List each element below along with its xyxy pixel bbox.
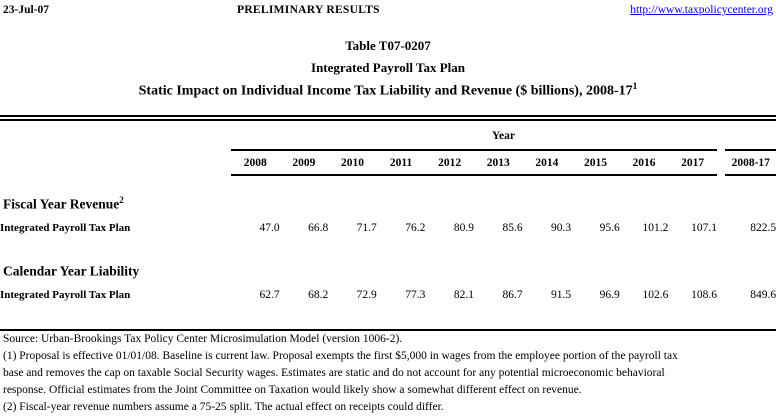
year-column-group-header: Year [492,129,516,142]
results-table: Year 2008 2009 2010 2011 2012 2013 2014 … [0,122,776,305]
table-number: Table T07-0207 [345,38,431,53]
row-label: Integrated Payroll Tax Plan [0,288,131,301]
value-cell: 95.6 [599,221,620,234]
total-cell: 822.5 [750,221,776,234]
footnotes: Source: Urban-Brookings Tax Policy Cente… [3,331,773,416]
total-cell: 849.6 [750,288,776,301]
value-cell: 82.1 [453,288,474,301]
year-header: 2016 [619,149,669,176]
section-heading-calendar: Calendar Year Liability [3,263,140,279]
footnote-line: (1) Proposal is effective 01/01/08. Base… [3,350,678,362]
value-cell: 68.2 [308,288,329,301]
column-gap [717,150,726,175]
year-header-row: 2008 2009 2010 2011 2012 2013 2014 2015 … [0,149,776,176]
value-cell: 85.6 [502,221,523,234]
table-description-text: Static Impact on Individual Income Tax L… [138,83,633,99]
year-group-row: Year [0,122,776,150]
year-header: 2017 [668,149,717,176]
value-cell: 101.2 [642,221,669,234]
preliminary-results-label: PRELIMINARY RESULTS [237,4,380,16]
value-cell: 62.7 [259,288,280,301]
year-header: 2013 [473,149,523,176]
footnote-ref-1: 1 [632,82,638,92]
table-description: Static Impact on Individual Income Tax L… [0,82,776,100]
total-column-header: 2008-17 [725,149,776,176]
value-cell: 80.9 [453,221,474,234]
year-header: 2008 [231,149,280,176]
spacer-row [0,238,776,258]
value-cell: 71.7 [356,221,377,234]
year-header: 2015 [571,149,620,176]
value-cell: 96.9 [599,288,620,301]
year-header: 2014 [522,149,572,176]
section-heading-fiscal: Fiscal Year Revenue [3,196,120,212]
value-cell: 76.2 [405,221,426,234]
value-cell: 86.7 [502,288,523,301]
footnote-line: response. Official estimates from the Jo… [3,384,582,396]
value-cell: 77.3 [405,288,426,301]
report-date: 23-Jul-07 [3,4,49,16]
table-row-fiscal: Integrated Payroll Tax Plan 47.0 66.8 71… [0,217,776,238]
source-note: Source: Urban-Brookings Tax Policy Cente… [3,333,403,345]
tpc-url-link[interactable]: http://www.taxpolicycenter.org [630,4,773,16]
value-cell: 107.1 [691,221,717,234]
table-subtitle: Integrated Payroll Tax Plan [311,60,465,75]
value-cell: 47.0 [259,221,280,234]
value-cell: 90.3 [551,221,572,234]
year-header: 2010 [328,149,377,176]
value-cell: 91.5 [551,288,572,301]
row-label: Integrated Payroll Tax Plan [0,221,131,234]
year-header: 2011 [376,149,426,176]
year-header: 2009 [279,149,329,176]
footnote-line: (2) Fiscal-year revenue numbers assume a… [3,401,444,413]
value-cell: 102.6 [642,288,669,301]
year-header: 2012 [425,149,474,176]
footnote-ref-2: 2 [119,195,124,206]
section-heading-row: Fiscal Year Revenue2 [0,191,776,217]
table-row-calendar: Integrated Payroll Tax Plan 62.7 68.2 72… [0,284,776,305]
footnote-line: base and removes the cap on taxable Soci… [3,367,665,379]
double-rule [0,115,776,121]
value-cell: 108.6 [691,288,717,301]
section-heading-row: Calendar Year Liability [0,258,776,284]
bottom-rule [0,329,776,331]
value-cell: 66.8 [308,221,329,234]
value-cell: 72.9 [356,288,377,301]
spacer-row [0,175,776,191]
